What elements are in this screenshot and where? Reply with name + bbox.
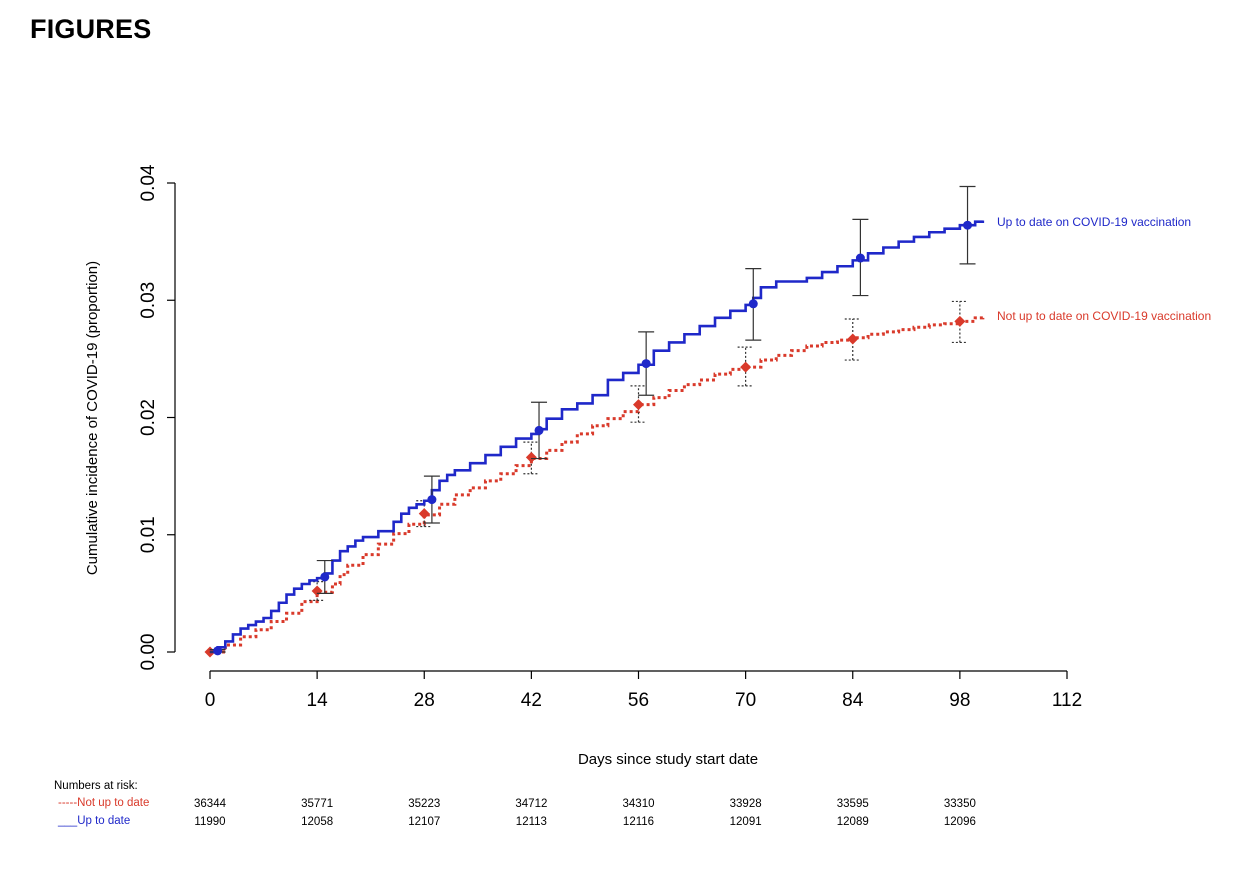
not_up_to_date-point bbox=[418, 508, 430, 520]
not_up_to_date-curve bbox=[210, 316, 985, 654]
x-tick-label: 84 bbox=[842, 690, 864, 711]
risk-cell: 11990 bbox=[194, 816, 226, 828]
risk-table-title: Numbers at risk: bbox=[54, 780, 138, 792]
risk-cell: 12113 bbox=[515, 816, 547, 828]
x-tick-label: 42 bbox=[521, 690, 542, 711]
x-tick-label: 0 bbox=[205, 690, 216, 711]
x-tick-label: 56 bbox=[628, 690, 649, 711]
y-tick-label: 0.01 bbox=[138, 516, 159, 553]
not_up_to_date-point bbox=[740, 361, 752, 373]
risk-cell: 33595 bbox=[836, 798, 869, 810]
risk-row-label-not-up-to-date: -----Not up to date bbox=[58, 797, 149, 809]
risk-cell: 35223 bbox=[408, 798, 441, 810]
not_up_to_date-point bbox=[311, 585, 323, 597]
risk-row-line-key: ___ bbox=[58, 815, 78, 827]
risk-row-label-text: Not up to date bbox=[77, 797, 150, 809]
page-heading: FIGURES bbox=[30, 14, 152, 44]
x-tick-label: 14 bbox=[307, 690, 329, 711]
risk-cell: 35771 bbox=[301, 798, 334, 810]
risk-cell: 12116 bbox=[622, 816, 655, 828]
risk-cell: 33350 bbox=[943, 798, 976, 810]
up_to_date-point bbox=[855, 253, 865, 263]
x-tick-label: 28 bbox=[414, 690, 435, 711]
risk-row-line-key: ----- bbox=[58, 797, 78, 809]
up_to_date-point bbox=[641, 359, 651, 369]
not_up_to_date-point bbox=[954, 315, 966, 327]
y-tick-label: 0.03 bbox=[138, 282, 159, 319]
risk-cell: 12089 bbox=[836, 816, 869, 828]
risk-cell: 36344 bbox=[194, 798, 226, 810]
risk-cell: 12107 bbox=[408, 816, 441, 828]
not_up_to_date-series-label: Not up to date on COVID-19 vaccination bbox=[997, 309, 1211, 323]
up_to_date-point bbox=[320, 572, 330, 582]
x-axis-title: Days since study start date bbox=[578, 751, 758, 768]
up_to_date-series-label: Up to date on COVID-19 vaccination bbox=[997, 215, 1191, 229]
y-tick-label: 0.00 bbox=[138, 634, 159, 671]
risk-cell: 34310 bbox=[622, 798, 655, 810]
risk-cell: 33928 bbox=[729, 798, 762, 810]
chart-labels: Not up to date on COVID-19 vaccination Up… bbox=[997, 215, 1211, 323]
x-tick-label: 112 bbox=[1052, 690, 1082, 711]
up_to_date-curve bbox=[210, 220, 985, 654]
risk-cell: 12091 bbox=[729, 816, 762, 828]
risk-row-label-up-to-date: ___Up to date bbox=[58, 815, 130, 827]
risk-cell: 34712 bbox=[515, 798, 548, 810]
up_to_date-point bbox=[748, 299, 758, 309]
up_to_date-point bbox=[213, 646, 223, 656]
x-tick-label: 98 bbox=[949, 690, 970, 711]
risk-cell: 12096 bbox=[943, 816, 976, 828]
y-axis-title: Cumulative incidence of COVID-19 (propor… bbox=[84, 261, 101, 575]
chart-axes: 0 14 28 42 56 70 84 98 112 Days since study start… bbox=[84, 164, 1082, 768]
up_to_date-point bbox=[963, 220, 973, 230]
up_to_date-point bbox=[427, 495, 437, 505]
not_up_to_date-point bbox=[633, 399, 644, 411]
y-tick-label: 0.04 bbox=[138, 164, 159, 201]
not_up_to_date-point bbox=[847, 333, 859, 345]
y-tick-label: 0.02 bbox=[138, 399, 159, 436]
risk-row-label-text: Up to date bbox=[77, 815, 131, 827]
x-tick-label: 70 bbox=[735, 690, 756, 711]
chart-series bbox=[204, 185, 985, 658]
up_to_date-point bbox=[534, 425, 544, 435]
risk-cell: 12058 bbox=[301, 816, 334, 828]
not_up_to_date-point bbox=[525, 451, 537, 463]
